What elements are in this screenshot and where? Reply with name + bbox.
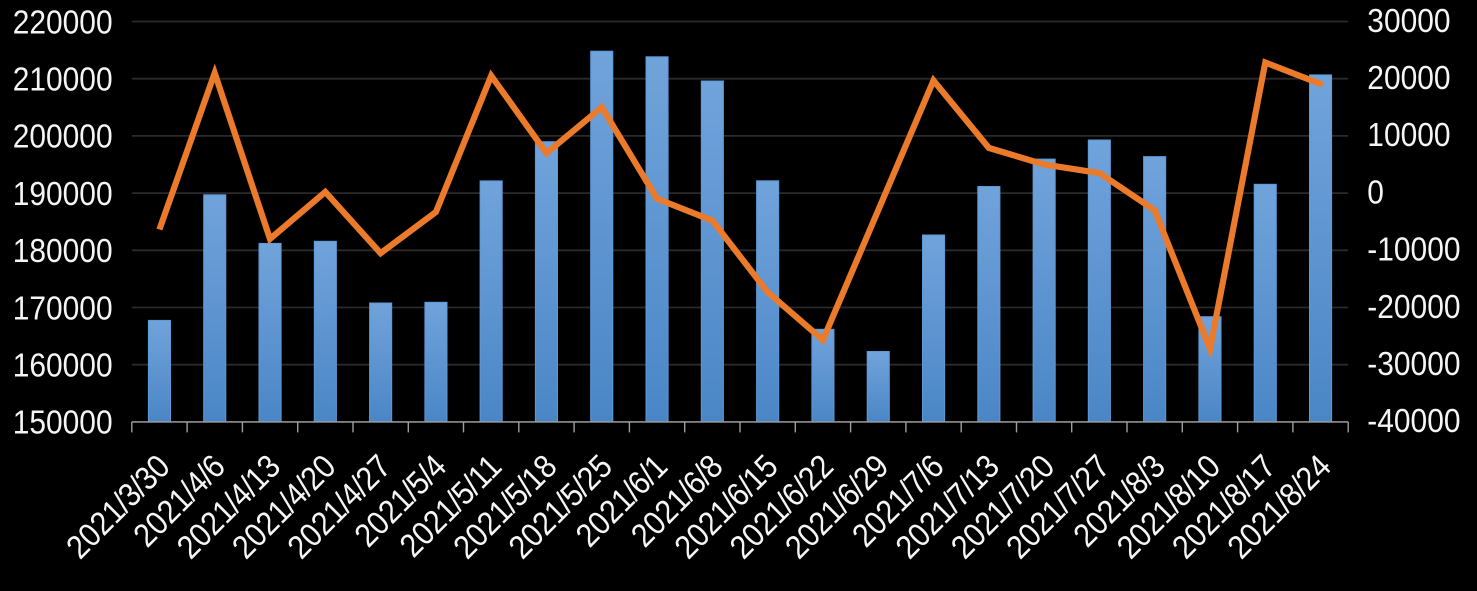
svg-text:150000: 150000 xyxy=(13,403,113,441)
svg-text:190000: 190000 xyxy=(13,175,113,213)
svg-text:-30000: -30000 xyxy=(1367,345,1460,383)
svg-text:180000: 180000 xyxy=(13,232,113,270)
svg-text:0: 0 xyxy=(1367,173,1384,211)
svg-text:220000: 220000 xyxy=(13,3,113,41)
svg-text:-40000: -40000 xyxy=(1367,402,1460,440)
svg-text:20000: 20000 xyxy=(1367,59,1450,97)
svg-text:160000: 160000 xyxy=(13,346,113,384)
svg-text:30000: 30000 xyxy=(1367,1,1450,39)
svg-text:200000: 200000 xyxy=(13,117,113,155)
svg-text:10000: 10000 xyxy=(1367,116,1450,154)
svg-text:210000: 210000 xyxy=(13,60,113,98)
svg-text:-20000: -20000 xyxy=(1367,287,1460,325)
svg-text:-10000: -10000 xyxy=(1367,230,1460,268)
svg-text:170000: 170000 xyxy=(13,289,113,327)
